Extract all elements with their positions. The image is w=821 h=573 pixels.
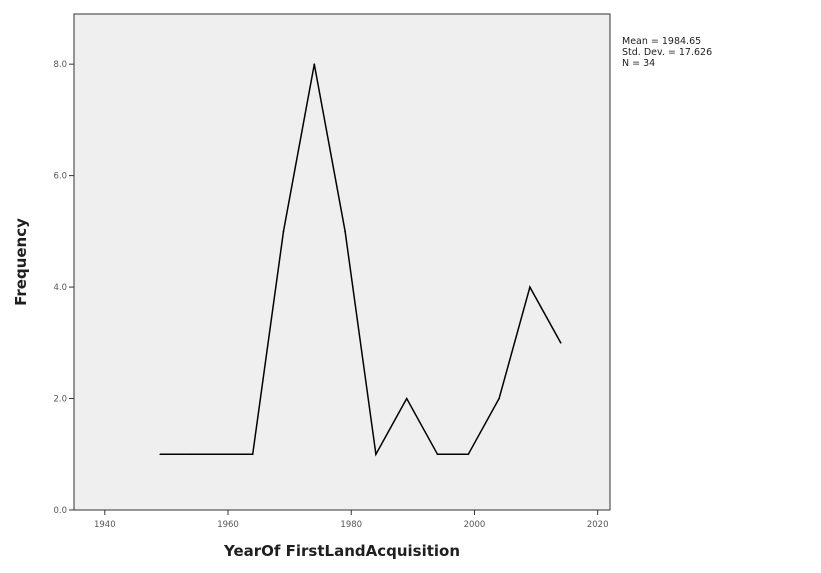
data-point	[190, 453, 192, 456]
data-point	[251, 453, 254, 456]
x-tick-label: 1940	[94, 520, 116, 530]
x-tick-label: 2000	[464, 520, 486, 530]
y-axis-title: Frequency	[12, 218, 30, 306]
data-point	[467, 453, 470, 456]
data-point	[498, 397, 500, 400]
plot-area	[73, 13, 611, 511]
y-tick-label: 0.0	[53, 506, 67, 516]
data-point	[436, 453, 439, 456]
x-tick-label: 1980	[340, 520, 362, 530]
y-axis-ticks: 0.0 2.0 4.0 6.0 8.0	[53, 60, 74, 516]
data-point	[159, 453, 162, 456]
data-point	[375, 453, 377, 456]
stat-n: N = 34	[622, 58, 655, 69]
data-point	[529, 286, 531, 288]
x-tick-label: 2020	[587, 520, 609, 530]
data-point	[221, 453, 223, 456]
y-tick-label: 8.0	[53, 60, 67, 70]
x-tick-label: 1960	[217, 520, 239, 530]
stat-mean: Mean = 1984.65	[622, 36, 701, 47]
frequency-series-line	[160, 64, 562, 457]
stat-std-dev: Std. Dev. = 17.626	[622, 47, 712, 58]
data-point	[405, 397, 408, 400]
y-tick-label: 4.0	[53, 283, 67, 293]
data-point	[559, 342, 562, 344]
data-point	[344, 230, 346, 233]
x-axis-title: YearOf FirstLandAcquisition	[223, 542, 460, 560]
data-points	[159, 63, 562, 456]
data-point	[313, 63, 316, 65]
y-tick-label: 6.0	[53, 172, 67, 182]
x-axis-ticks: 1940 1960 1980 2000 2020	[94, 510, 609, 530]
data-point	[282, 230, 285, 233]
y-tick-label: 2.0	[53, 395, 67, 405]
